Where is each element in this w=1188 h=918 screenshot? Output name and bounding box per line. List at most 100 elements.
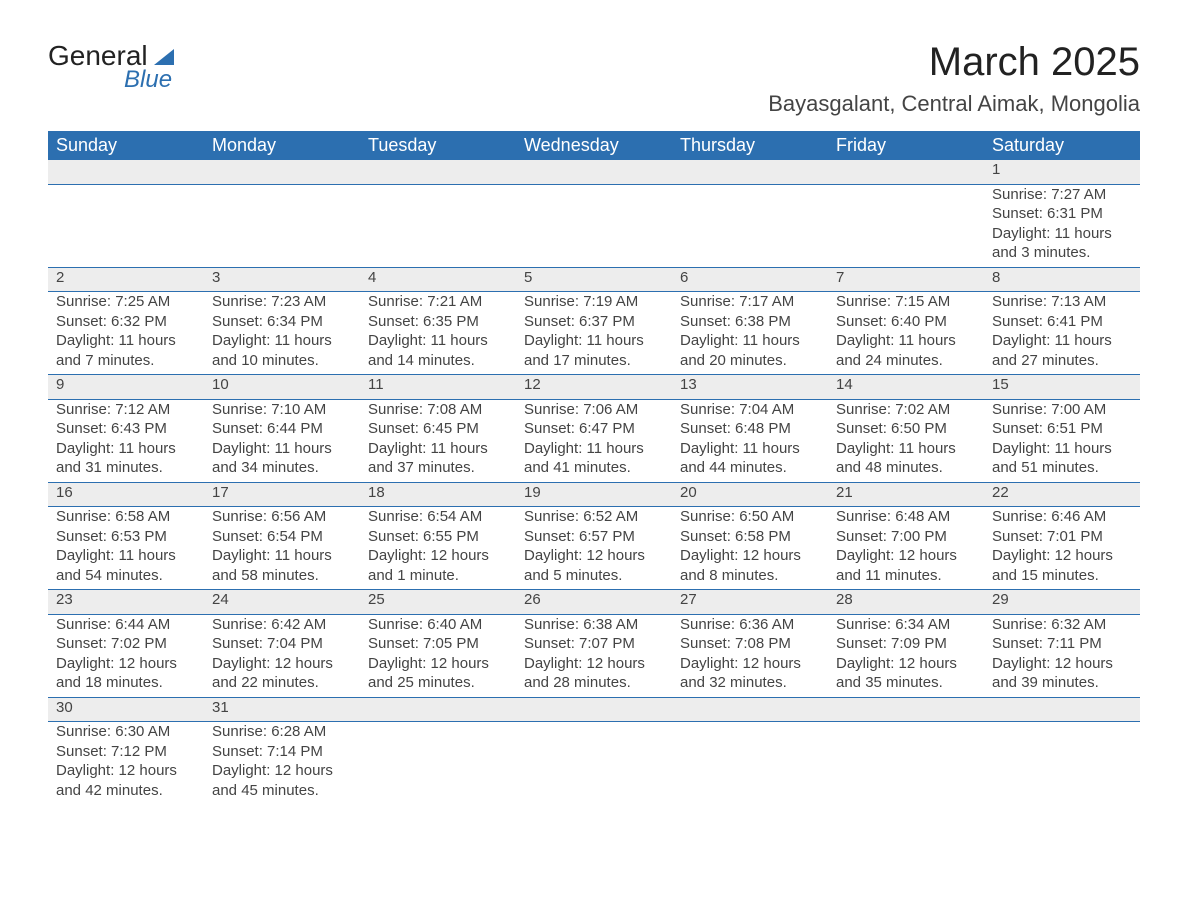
sunrise-line: Sunrise: 6:52 AM	[524, 507, 664, 527]
sunset-line: Sunset: 7:12 PM	[56, 742, 196, 762]
sunset-line: Sunset: 6:58 PM	[680, 527, 820, 547]
sunrise-line: Sunrise: 7:27 AM	[992, 185, 1132, 205]
day-cell: Sunrise: 6:44 AMSunset: 7:02 PMDaylight:…	[48, 614, 204, 697]
day-number	[672, 697, 828, 722]
daylight-line: Daylight: 11 hours and 14 minutes.	[368, 331, 508, 370]
sunset-line: Sunset: 7:14 PM	[212, 742, 352, 762]
daynum-row: 16171819202122	[48, 482, 1140, 507]
sunrise-line: Sunrise: 6:56 AM	[212, 507, 352, 527]
sunrise-line: Sunrise: 7:25 AM	[56, 292, 196, 312]
sunset-line: Sunset: 6:47 PM	[524, 419, 664, 439]
day-cell: Sunrise: 7:27 AMSunset: 6:31 PMDaylight:…	[984, 184, 1140, 267]
sunset-line: Sunset: 6:50 PM	[836, 419, 976, 439]
day-cell	[204, 184, 360, 267]
day-cell	[360, 722, 516, 805]
day-number: 16	[48, 482, 204, 507]
daylight-line: Daylight: 12 hours and 8 minutes.	[680, 546, 820, 585]
sunset-line: Sunset: 7:05 PM	[368, 634, 508, 654]
day-number: 2	[48, 267, 204, 292]
day-number: 4	[360, 267, 516, 292]
day-number: 20	[672, 482, 828, 507]
day-cell: Sunrise: 7:15 AMSunset: 6:40 PMDaylight:…	[828, 292, 984, 375]
sunset-line: Sunset: 7:01 PM	[992, 527, 1132, 547]
day-cell: Sunrise: 6:38 AMSunset: 7:07 PMDaylight:…	[516, 614, 672, 697]
sunset-line: Sunset: 6:53 PM	[56, 527, 196, 547]
day-number: 8	[984, 267, 1140, 292]
daylight-line: Daylight: 11 hours and 48 minutes.	[836, 439, 976, 478]
day-cell: Sunrise: 6:52 AMSunset: 6:57 PMDaylight:…	[516, 507, 672, 590]
day-cell: Sunrise: 6:50 AMSunset: 6:58 PMDaylight:…	[672, 507, 828, 590]
weekday-header: Friday	[828, 131, 984, 160]
day-number: 28	[828, 590, 984, 615]
day-cell: Sunrise: 6:36 AMSunset: 7:08 PMDaylight:…	[672, 614, 828, 697]
weekday-header: Wednesday	[516, 131, 672, 160]
sunset-line: Sunset: 6:37 PM	[524, 312, 664, 332]
day-cell: Sunrise: 7:00 AMSunset: 6:51 PMDaylight:…	[984, 399, 1140, 482]
day-number: 12	[516, 375, 672, 400]
day-cell	[672, 184, 828, 267]
sunrise-line: Sunrise: 6:32 AM	[992, 615, 1132, 635]
day-number: 17	[204, 482, 360, 507]
daynum-row: 23242526272829	[48, 590, 1140, 615]
sunrise-line: Sunrise: 6:46 AM	[992, 507, 1132, 527]
sunrise-line: Sunrise: 7:02 AM	[836, 400, 976, 420]
sunrise-line: Sunrise: 6:58 AM	[56, 507, 196, 527]
daylight-line: Daylight: 11 hours and 17 minutes.	[524, 331, 664, 370]
daylight-line: Daylight: 11 hours and 20 minutes.	[680, 331, 820, 370]
day-number: 6	[672, 267, 828, 292]
logo-text-blue: Blue	[124, 66, 172, 94]
daylight-line: Daylight: 11 hours and 31 minutes.	[56, 439, 196, 478]
day-cell: Sunrise: 6:28 AMSunset: 7:14 PMDaylight:…	[204, 722, 360, 805]
day-cell	[984, 722, 1140, 805]
sunrise-line: Sunrise: 6:36 AM	[680, 615, 820, 635]
weekday-header: Sunday	[48, 131, 204, 160]
logo: General Blue	[48, 40, 174, 94]
day-cell: Sunrise: 7:02 AMSunset: 6:50 PMDaylight:…	[828, 399, 984, 482]
sunset-line: Sunset: 6:41 PM	[992, 312, 1132, 332]
day-cell: Sunrise: 6:40 AMSunset: 7:05 PMDaylight:…	[360, 614, 516, 697]
day-number	[360, 160, 516, 184]
sunset-line: Sunset: 6:40 PM	[836, 312, 976, 332]
detail-row: Sunrise: 7:25 AMSunset: 6:32 PMDaylight:…	[48, 292, 1140, 375]
day-number: 15	[984, 375, 1140, 400]
sunrise-line: Sunrise: 6:40 AM	[368, 615, 508, 635]
day-number: 7	[828, 267, 984, 292]
daynum-row: 1	[48, 160, 1140, 184]
sunrise-line: Sunrise: 7:08 AM	[368, 400, 508, 420]
sunset-line: Sunset: 6:38 PM	[680, 312, 820, 332]
day-number	[204, 160, 360, 184]
day-number: 30	[48, 697, 204, 722]
sunrise-line: Sunrise: 7:12 AM	[56, 400, 196, 420]
detail-row: Sunrise: 7:27 AMSunset: 6:31 PMDaylight:…	[48, 184, 1140, 267]
day-cell: Sunrise: 6:46 AMSunset: 7:01 PMDaylight:…	[984, 507, 1140, 590]
day-cell	[828, 722, 984, 805]
sunrise-line: Sunrise: 7:21 AM	[368, 292, 508, 312]
sunrise-line: Sunrise: 6:50 AM	[680, 507, 820, 527]
page-title: March 2025	[768, 40, 1140, 85]
daylight-line: Daylight: 11 hours and 7 minutes.	[56, 331, 196, 370]
sunrise-line: Sunrise: 7:06 AM	[524, 400, 664, 420]
day-number: 26	[516, 590, 672, 615]
day-number	[672, 160, 828, 184]
day-number	[984, 697, 1140, 722]
daylight-line: Daylight: 12 hours and 11 minutes.	[836, 546, 976, 585]
day-number: 13	[672, 375, 828, 400]
page-header: General Blue March 2025 Bayasgalant, Cen…	[48, 40, 1140, 117]
title-block: March 2025 Bayasgalant, Central Aimak, M…	[768, 40, 1140, 117]
sunset-line: Sunset: 6:45 PM	[368, 419, 508, 439]
sunset-line: Sunset: 6:44 PM	[212, 419, 352, 439]
daylight-line: Daylight: 12 hours and 42 minutes.	[56, 761, 196, 800]
sunset-line: Sunset: 6:57 PM	[524, 527, 664, 547]
day-cell: Sunrise: 7:13 AMSunset: 6:41 PMDaylight:…	[984, 292, 1140, 375]
daylight-line: Daylight: 12 hours and 18 minutes.	[56, 654, 196, 693]
day-cell: Sunrise: 7:17 AMSunset: 6:38 PMDaylight:…	[672, 292, 828, 375]
weekday-header: Monday	[204, 131, 360, 160]
daylight-line: Daylight: 12 hours and 5 minutes.	[524, 546, 664, 585]
logo-mark-icon	[154, 49, 174, 65]
daylight-line: Daylight: 11 hours and 27 minutes.	[992, 331, 1132, 370]
sunrise-line: Sunrise: 7:13 AM	[992, 292, 1132, 312]
day-number: 18	[360, 482, 516, 507]
day-number: 27	[672, 590, 828, 615]
day-number: 23	[48, 590, 204, 615]
sunset-line: Sunset: 6:55 PM	[368, 527, 508, 547]
